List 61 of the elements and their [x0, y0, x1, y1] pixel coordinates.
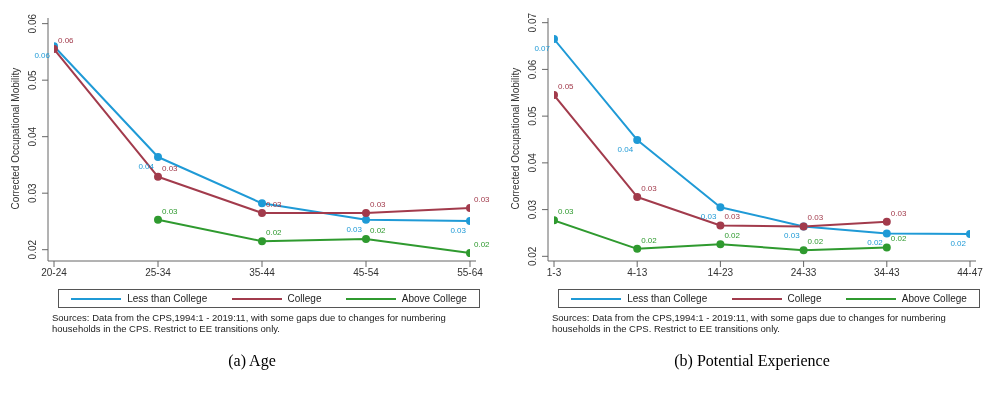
y-tick-label: 0.04: [27, 126, 38, 147]
data-label: 0.03: [450, 225, 467, 235]
legend-label: Less than College: [127, 293, 208, 304]
legend-label: Above College: [401, 293, 467, 304]
y-tick-label: 0.05: [527, 105, 538, 126]
source-note: Sources: Data from the CPS,1994:1 - 2019:11, with some gaps due to changes for numbering households in the CPS. Restrict to EE transitions only.: [52, 312, 447, 334]
data-label: 0.03: [162, 163, 179, 173]
data-label: 0.03: [724, 212, 741, 222]
data-label: 0.02: [641, 235, 658, 245]
legend-label: College: [787, 293, 822, 304]
y-tick-label: 0.04: [527, 152, 538, 173]
legend-label: Less than College: [627, 293, 708, 304]
data-label: 0.02: [867, 238, 884, 248]
text: (a) Age: [227, 352, 277, 370]
x-tick-label: 14-23: [707, 267, 734, 279]
y-tick-label: 0.06: [27, 13, 38, 34]
x-tick-label: 44-47: [957, 267, 984, 279]
data-label: 0.07: [534, 44, 551, 54]
data-label: 0.02: [950, 238, 967, 248]
data-label: 0.02: [370, 225, 387, 235]
y-tick-label: 0.02: [527, 246, 538, 267]
data-label: 0.02: [724, 231, 741, 241]
data-label: 0.03: [346, 224, 363, 234]
data-label: 0.03: [641, 183, 658, 193]
data-label: 0.06: [34, 51, 51, 61]
x-tick-label: 55-64: [457, 267, 484, 279]
data-label: 0.03: [784, 231, 801, 241]
source-note: Sources: Data from the CPS,1994:1 - 2019:11, with some gaps due to changes for numbering households in the CPS. Restrict to EE transitions only.: [552, 312, 947, 334]
text: (b) Potential Experience: [673, 352, 831, 370]
data-label: 0.03: [558, 207, 575, 217]
legend-label: Above College: [901, 293, 967, 304]
data-label: 0.03: [162, 206, 179, 216]
y-axis-title: Corrected Occupational Mobility: [9, 67, 21, 210]
y-tick-label: 0.06: [527, 59, 538, 80]
legend-label: College: [287, 293, 322, 304]
data-label: 0.05: [558, 82, 575, 92]
data-label: 0.04: [617, 144, 634, 154]
y-tick-label: 0.03: [27, 183, 38, 203]
x-tick-label: 45-54: [353, 267, 380, 279]
data-label: 0.02: [807, 237, 824, 247]
y-tick-label: 0.02: [27, 239, 38, 260]
data-label: 0.03: [700, 212, 717, 222]
y-tick-label: 0.07: [527, 12, 538, 33]
x-tick-label: 4-13: [627, 267, 648, 279]
x-tick-label: 35-44: [249, 267, 276, 279]
x-tick-label: 25-34: [145, 267, 172, 279]
data-label: 0.02: [890, 234, 907, 244]
y-axis-title: Corrected Occupational Mobility: [509, 67, 521, 210]
x-tick-label: 1-3: [546, 267, 562, 279]
y-tick-label: 0.05: [27, 70, 38, 90]
data-label: 0.06: [58, 36, 75, 46]
data-label: 0.03: [807, 213, 824, 223]
data-label: 0.02: [474, 240, 491, 250]
data-label: 0.03: [890, 208, 907, 218]
x-tick-label: 24-33: [790, 267, 817, 279]
data-label: 0.03: [474, 194, 491, 204]
x-tick-label: 34-43: [874, 267, 901, 279]
data-label: 0.02: [266, 228, 283, 238]
data-label: 0.03: [370, 199, 387, 209]
y-tick-label: 0.03: [527, 199, 538, 220]
x-tick-label: 20-24: [41, 267, 68, 279]
